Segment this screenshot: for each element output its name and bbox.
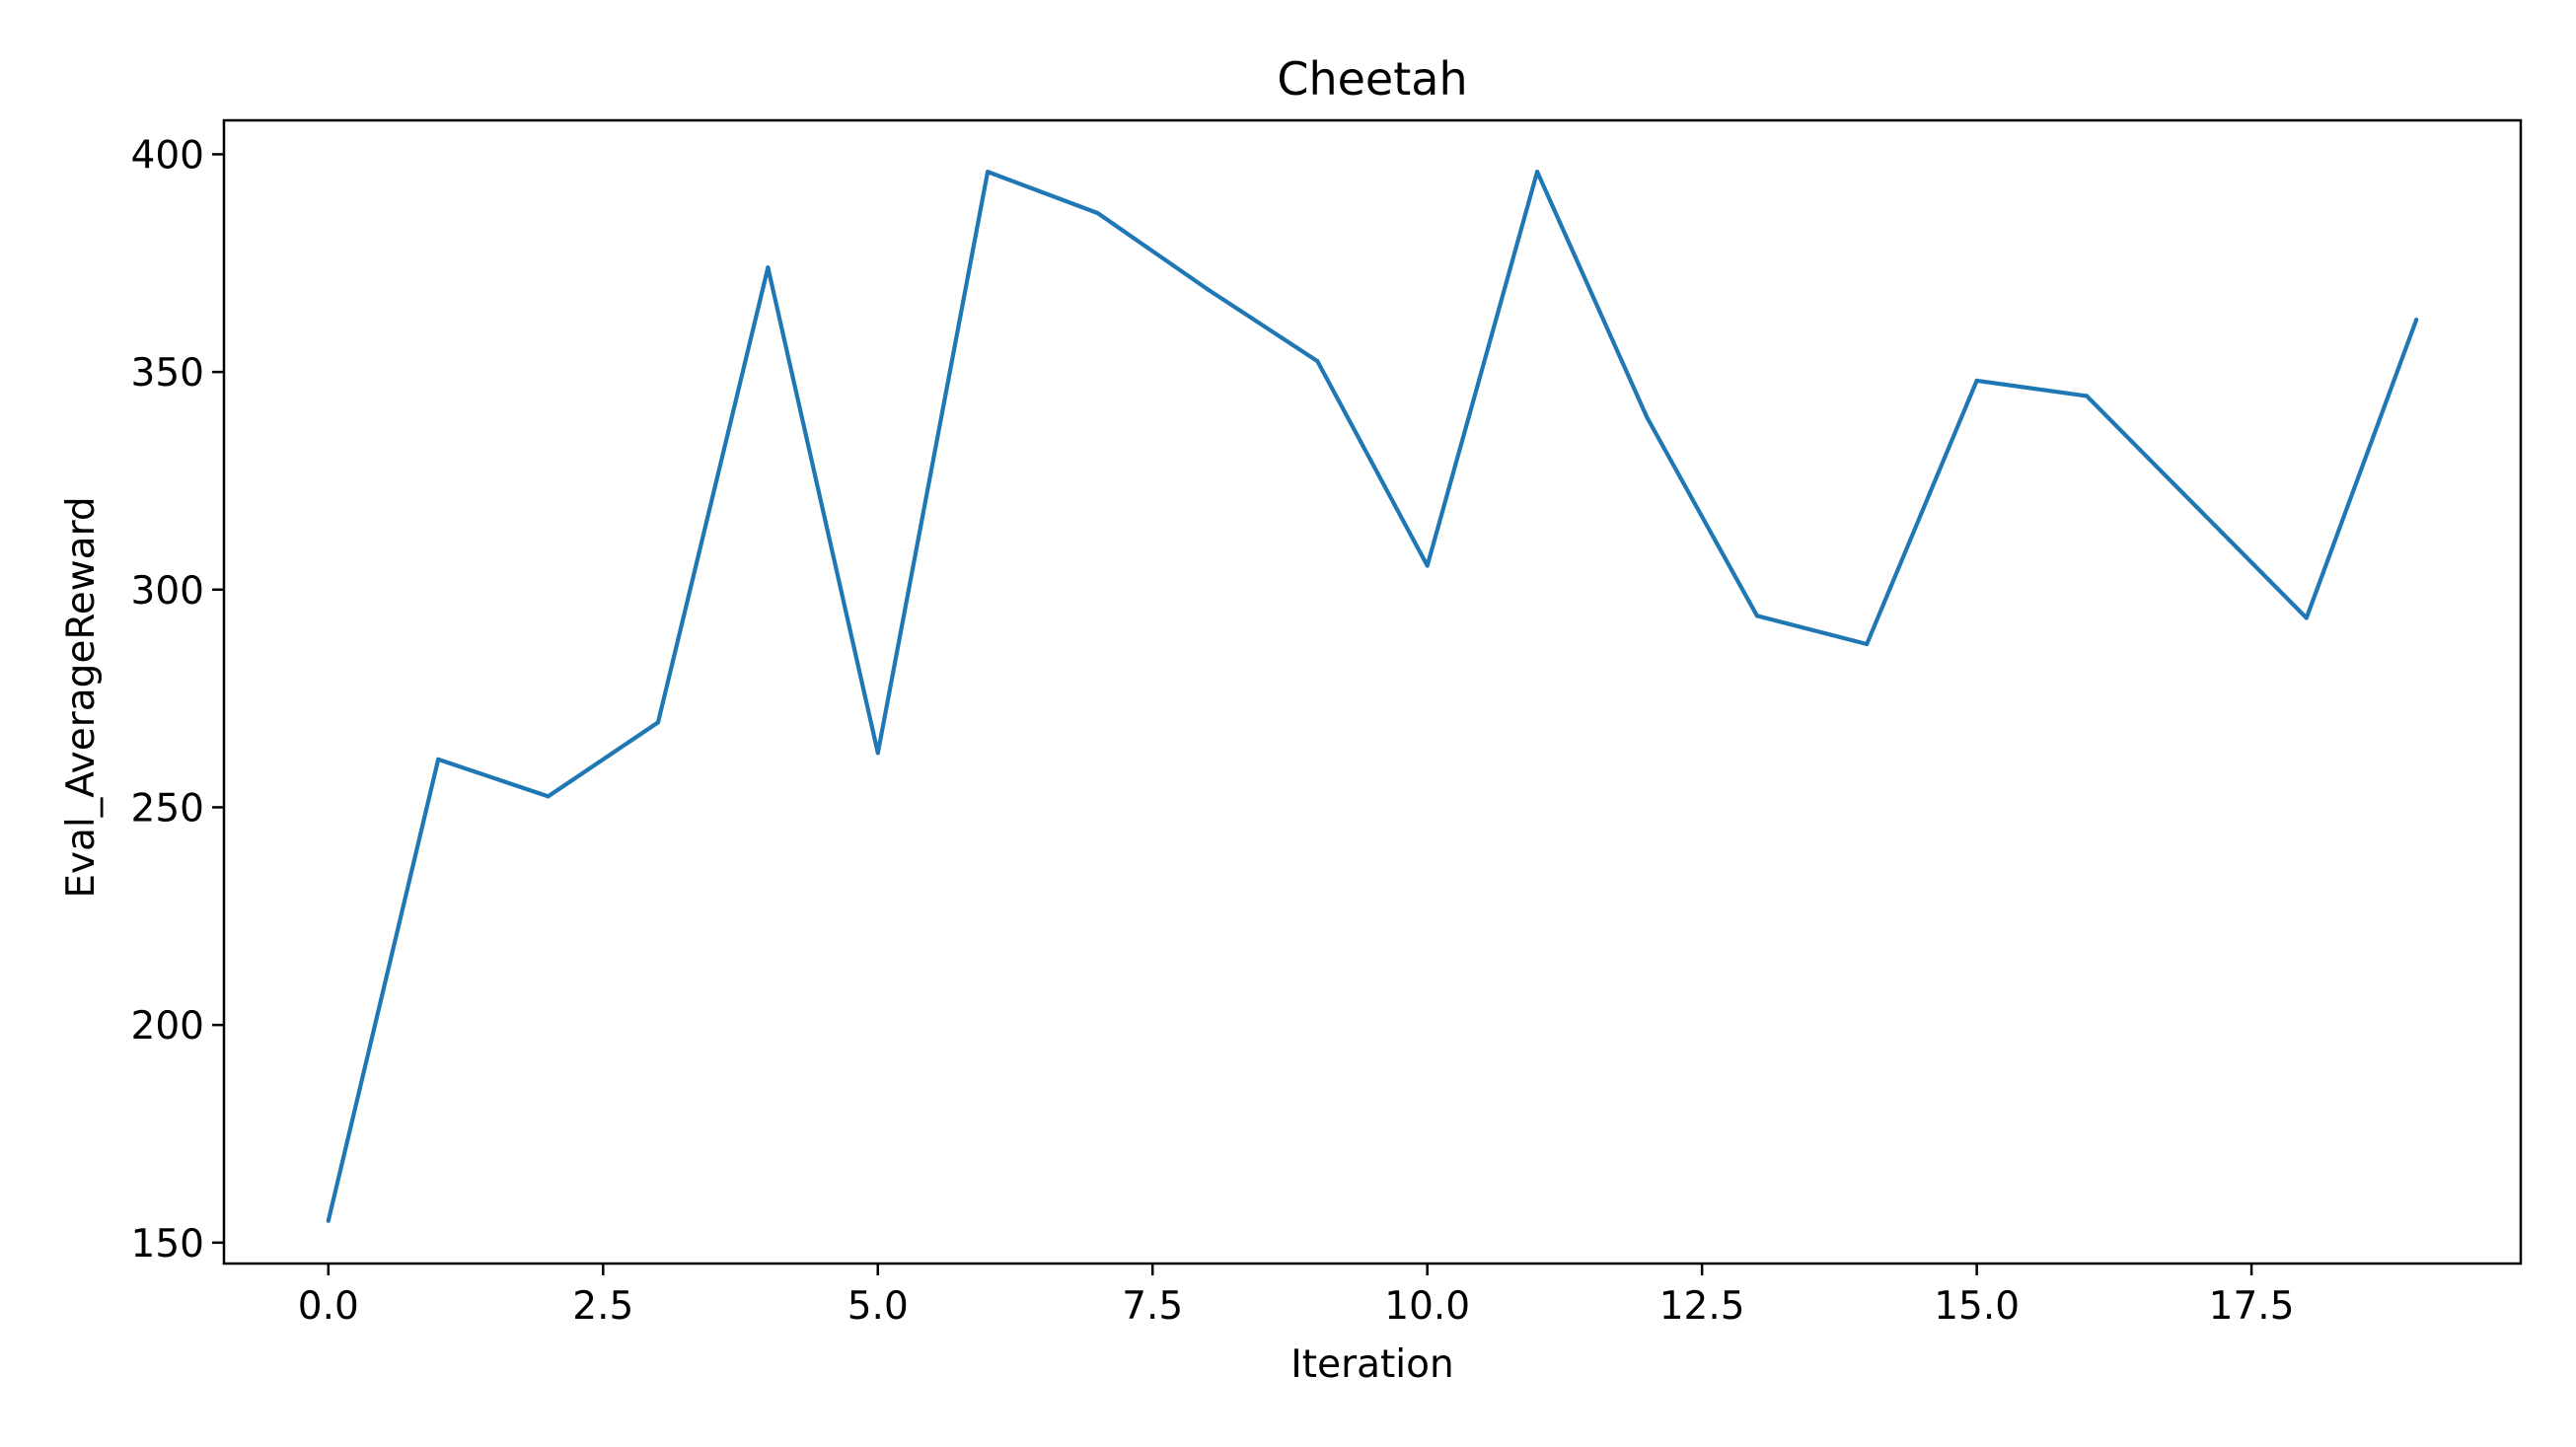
y-tick-label: 200 — [131, 1004, 204, 1049]
x-tick-label: 5.0 — [847, 1284, 909, 1329]
data-point — [1974, 378, 1979, 384]
data-point — [1754, 614, 1759, 618]
x-tick-label: 0.0 — [298, 1284, 359, 1329]
data-point — [2414, 318, 2419, 323]
y-tick-label: 150 — [131, 1222, 204, 1266]
data-point — [1205, 287, 1211, 292]
y-tick-label: 250 — [131, 786, 204, 831]
plot-frame — [222, 118, 2523, 1266]
x-tick-label: 12.5 — [1659, 1284, 1745, 1329]
x-tick-label: 15.0 — [1934, 1284, 2020, 1329]
series-line — [326, 170, 2419, 1222]
data-point — [2084, 394, 2090, 398]
data-point — [436, 757, 441, 762]
x-axis: 0.0 2.5 5.0 7.5 10.0 12.5 15.0 17.5 — [298, 1264, 2295, 1329]
x-tick-label: 17.5 — [2209, 1284, 2295, 1329]
data-point — [1425, 563, 1430, 568]
y-axis: 150 200 250 300 350 400 — [131, 133, 224, 1266]
plot-area — [326, 169, 2419, 1223]
data-point — [1865, 641, 1870, 647]
x-axis-label: Iteration — [1290, 1342, 1453, 1387]
data-point — [766, 265, 771, 270]
data-point — [986, 169, 991, 175]
data-point — [1315, 358, 1320, 364]
data-point — [1645, 415, 1650, 420]
data-point — [875, 751, 880, 756]
x-tick-label: 10.0 — [1384, 1284, 1470, 1329]
data-point — [326, 1218, 331, 1223]
x-tick-label: 2.5 — [572, 1284, 633, 1329]
data-point — [1095, 210, 1100, 216]
y-tick-label: 350 — [131, 351, 204, 396]
y-tick-label: 300 — [131, 569, 204, 614]
data-point — [546, 794, 551, 799]
chart-title: Cheetah — [1277, 52, 1467, 106]
data-point — [655, 720, 661, 725]
x-tick-label: 7.5 — [1122, 1284, 1183, 1329]
y-tick-label: 400 — [131, 133, 204, 178]
data-point — [2304, 615, 2309, 620]
data-point — [2194, 504, 2199, 510]
y-axis-label: Eval_AverageReward — [59, 496, 104, 898]
data-point — [1534, 169, 1540, 175]
